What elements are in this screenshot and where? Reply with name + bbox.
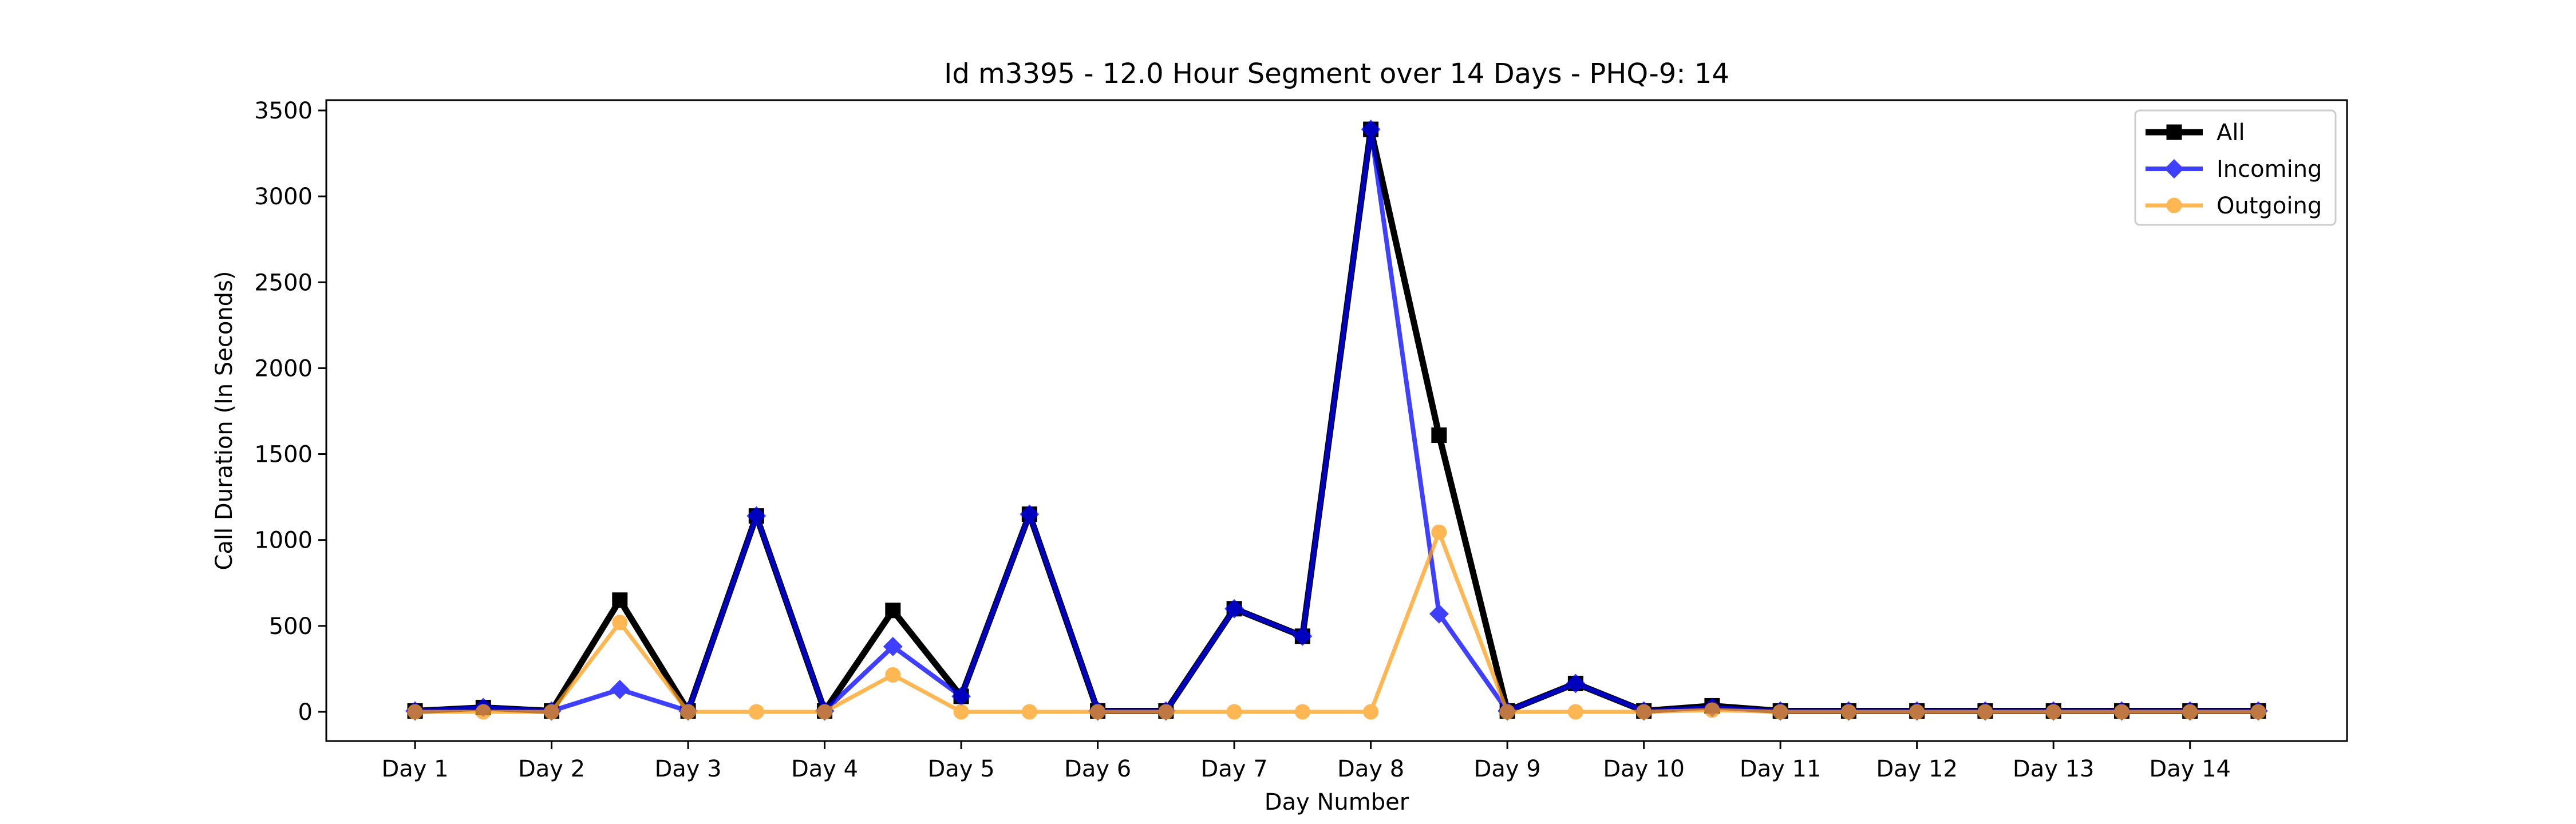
data-point-incoming (1566, 674, 1586, 694)
series-line-all (412, 126, 2262, 714)
legend-label: Incoming (2217, 156, 2322, 183)
data-point-outgoing (1636, 704, 1652, 720)
data-point-outgoing (1090, 704, 1106, 720)
data-point-outgoing (1772, 704, 1788, 720)
data-point-all (1431, 427, 1447, 443)
data-point-outgoing (544, 704, 560, 720)
data-point-outgoing (1499, 704, 1515, 720)
data-point-outgoing (817, 704, 833, 720)
x-tick-label: Day 11 (1740, 756, 1822, 782)
data-point-outgoing (953, 704, 969, 720)
data-point-outgoing (748, 704, 764, 720)
series-incoming (405, 120, 2268, 721)
data-point-outgoing (1704, 702, 1720, 718)
plot-area: 0 500 1000 1500 2000 2500 3000 3500 Day 1 Day 2 Da… (254, 98, 2348, 782)
data-point-outgoing (1226, 704, 1242, 720)
y-tick-label: 2000 (254, 355, 313, 382)
y-tick-label: 1000 (254, 528, 313, 554)
data-point-incoming (746, 506, 767, 526)
legend-marker (2166, 197, 2182, 213)
series-line-outgoing (413, 530, 2261, 714)
data-point-incoming (610, 679, 630, 699)
data-point-outgoing (1840, 704, 1856, 720)
legend: All Incoming Outgoing (2134, 109, 2337, 226)
data-point-outgoing (1158, 704, 1174, 720)
data-point-incoming (1361, 120, 1381, 140)
data-point-outgoing (1909, 704, 1925, 720)
series-all (407, 121, 2266, 719)
x-tick-label: Day 12 (1876, 756, 1958, 782)
x-tick-label: Day 7 (1201, 756, 1268, 782)
data-point-outgoing (680, 704, 696, 720)
data-point-incoming (1020, 504, 1040, 524)
x-tick-label: Day 14 (2149, 756, 2231, 782)
data-point-outgoing (1021, 704, 1037, 720)
x-tick-label: Day 10 (1603, 756, 1685, 782)
plot-frame (325, 99, 2348, 742)
data-point-incoming (1293, 626, 1313, 646)
x-tick-label: Day 4 (791, 756, 858, 782)
data-point-all (885, 603, 901, 619)
x-axis-title: Day Number (1265, 789, 1409, 815)
y-tick-label: 2500 (254, 270, 313, 296)
y-tick-label: 0 (298, 699, 313, 726)
legend-item-outgoing (2146, 197, 2203, 213)
data-point-outgoing (1294, 704, 1310, 720)
data-point-outgoing (2113, 704, 2129, 720)
data-point-outgoing (612, 615, 628, 631)
data-point-outgoing (2045, 704, 2061, 720)
y-tick-label: 3500 (254, 98, 313, 124)
x-tick-label: Day 9 (1474, 756, 1541, 782)
x-tick-label: Day 1 (381, 756, 448, 782)
data-point-incoming (1429, 604, 1449, 624)
series-line-incoming (413, 127, 2261, 714)
legend-box (2134, 109, 2337, 226)
legend-marker (2166, 124, 2182, 140)
data-point-outgoing (2250, 704, 2266, 720)
data-point-outgoing (407, 704, 423, 720)
data-point-outgoing (1567, 704, 1583, 720)
series-outgoing (407, 524, 2266, 720)
legend-item-incoming (2146, 159, 2203, 179)
data-point-outgoing (475, 704, 491, 720)
x-tick-label: Day 6 (1064, 756, 1131, 782)
legend-label: Outgoing (2217, 193, 2322, 219)
y-tick-label: 3000 (254, 184, 313, 210)
data-point-outgoing (1977, 704, 1993, 720)
legend-marker (2164, 159, 2184, 179)
x-tick-label: Day 5 (928, 756, 995, 782)
legend-label: All (2217, 120, 2245, 146)
data-point-all (612, 592, 628, 608)
x-tick-label: Day 8 (1337, 756, 1404, 782)
x-tick-label: Day 2 (518, 756, 585, 782)
data-point-outgoing (2182, 704, 2198, 720)
legend-item-all (2146, 124, 2203, 140)
x-tick-label: Day 3 (654, 756, 721, 782)
data-point-outgoing (885, 667, 901, 683)
y-tick-label: 1500 (254, 442, 313, 468)
data-point-outgoing (1363, 704, 1379, 720)
y-tick-label: 500 (269, 613, 313, 640)
data-point-incoming (883, 636, 903, 656)
y-axis-title: Call Duration (In Seconds) (211, 271, 238, 571)
chart-title: Id m3395 - 12.0 Hour Segment over 14 Day… (944, 58, 1729, 90)
data-point-incoming (1224, 599, 1244, 619)
x-tick-label: Day 13 (2013, 756, 2095, 782)
data-point-outgoing (1431, 524, 1447, 540)
